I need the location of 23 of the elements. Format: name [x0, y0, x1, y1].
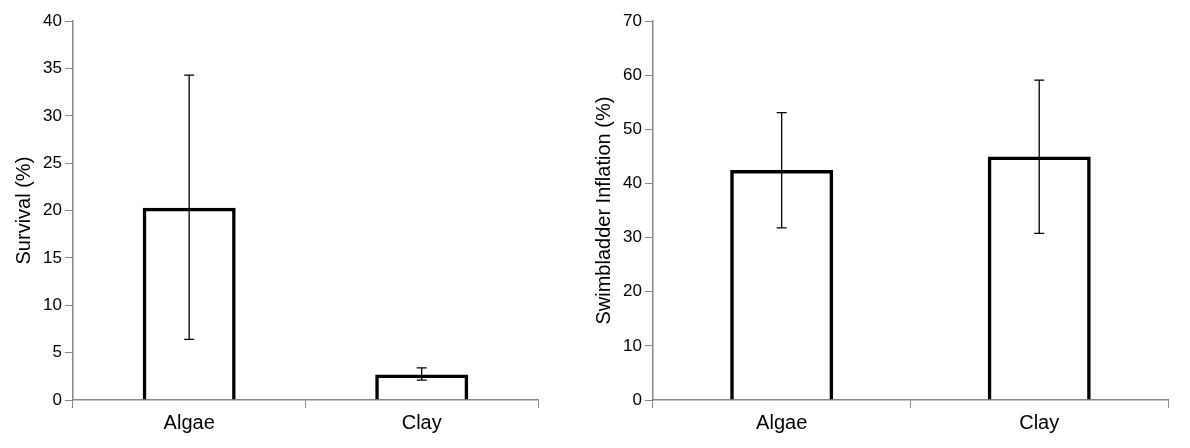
y-tick-label: 5: [52, 342, 62, 362]
x-tick-label: Clay: [1019, 410, 1060, 433]
y-tick-label: 20: [42, 200, 62, 220]
x-tick-label: Clay: [401, 410, 442, 433]
y-tick-label: 60: [622, 65, 642, 84]
y-tick-label: 35: [42, 58, 62, 78]
x-tick-label: Algae: [163, 410, 215, 433]
x-tick-label: Algae: [756, 410, 808, 433]
y-tick-label: 15: [42, 247, 62, 267]
y-axis-title: Swimbladder Inflation (%): [591, 96, 614, 325]
y-tick-label: 25: [42, 152, 62, 172]
y-tick-label: 40: [622, 173, 642, 193]
y-tick-label: 10: [622, 335, 642, 355]
y-tick-label: 50: [622, 119, 642, 139]
y-tick-label: 30: [42, 105, 62, 125]
y-tick-label: 30: [622, 227, 642, 247]
y-tick-label: 20: [622, 281, 642, 301]
y-tick-label: 0: [632, 389, 642, 409]
y-tick-label: 70: [622, 10, 642, 30]
y-axis-title: Survival (%): [11, 156, 34, 265]
y-tick-label: 0: [52, 389, 62, 409]
y-tick-label: 40: [42, 10, 62, 30]
y-tick-label: 10: [42, 294, 62, 314]
